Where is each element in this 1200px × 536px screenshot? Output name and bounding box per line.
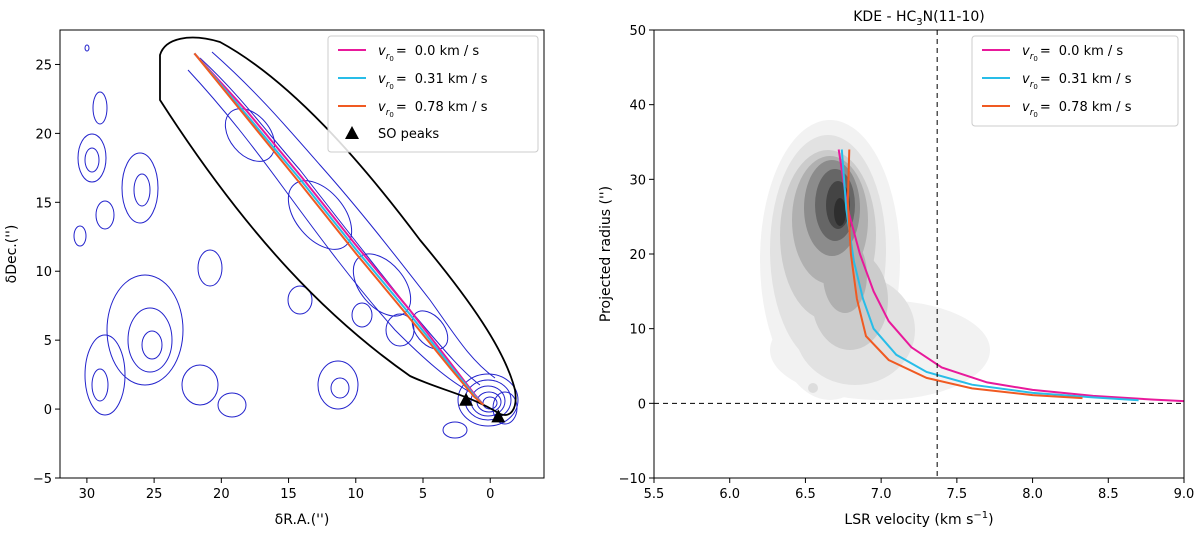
series-line-0 [193,52,485,406]
legend-label-2: vr0 = 0.78 km / s [1022,100,1132,119]
contour [457,373,519,427]
x-tick-label: 20 [213,487,230,502]
legend-box [327,35,539,153]
legend-box [971,35,1179,127]
y-tick-label: 10 [629,323,646,338]
y-tick-label: 50 [629,24,646,39]
so-peak-marker [491,409,506,423]
contour [224,108,276,162]
contour [442,421,468,439]
left-xlabel: δR.A.('') [275,512,330,528]
contour [141,330,163,360]
legend-label-1: vr0 = 0.31 km / s [378,72,488,91]
so-peak-marker [459,392,474,406]
left-legend: vr0 = 0.0 km / s vr0 = 0.31 km / s vr0 = 0.78 … [327,35,539,153]
contour [181,364,219,406]
contour [91,368,109,402]
x-tick-label: 7.0 [871,487,892,502]
x-tick-label: 30 [79,487,96,502]
contour [106,274,184,386]
x-tick-label: 0 [486,487,494,502]
contour [470,385,506,417]
y-tick-label: 30 [629,173,646,188]
left-panel: 30 25 20 15 10 5 0 −5 0 5 10 15 20 25 δR.A.('') δDec.… [4,29,545,528]
y-tick-label: −5 [33,472,52,487]
legend-label-3: SO peaks [378,127,439,142]
contour [95,200,115,230]
contour [187,69,471,393]
right-series-group [837,149,1185,403]
legend-triangle-icon [345,126,359,139]
left-ylabel: δDec.('') [4,225,20,284]
series-line-2 [846,149,1083,400]
legend-label-2: vr0 = 0.78 km / s [378,100,488,119]
right-ylabel: Projected radius ('') [598,186,614,322]
contour [217,392,247,418]
contour [287,180,353,250]
x-tick-label: 8.5 [1098,487,1119,502]
contour [73,225,87,247]
contour [84,147,100,173]
legend-label-1: vr0 = 0.31 km / s [1022,72,1132,91]
contour [84,44,90,52]
left-ticks: 30 25 20 15 10 5 0 −5 0 5 10 15 20 25 [33,58,495,502]
right-legend: vr0 = 0.0 km / s vr0 = 0.31 km / s vr0 = 0.78 … [971,35,1179,127]
y-tick-label: 25 [35,58,52,73]
y-tick-label: 0 [638,397,646,412]
left-axes-frame [59,29,545,479]
x-tick-label: 25 [146,487,163,502]
contour [351,302,373,328]
right-xlabel: LSR velocity (km s−1) [844,510,993,528]
kde-level [834,198,846,226]
contour [127,307,173,373]
contour [287,285,313,315]
contour [199,57,481,386]
contour [77,133,107,183]
x-tick-label: 5.5 [644,487,665,502]
contour [317,360,359,410]
kde-level [808,383,818,393]
x-tick-label: 5 [419,487,427,502]
contour [92,91,108,125]
contour [411,310,449,350]
series-line-2 [193,52,485,406]
series-line-1 [840,149,1139,402]
x-tick-label: 10 [348,487,365,502]
y-tick-label: 5 [44,334,52,349]
legend-label-0: vr0 = 0.0 km / s [378,44,479,63]
right-title: KDE - HC3N(11-10) [853,9,985,28]
contour [211,51,496,379]
kde-density [760,120,990,400]
contour [197,249,223,287]
contour [84,334,126,416]
x-tick-label: 7.5 [947,487,968,502]
y-tick-label: −10 [619,472,646,487]
y-tick-label: 20 [35,127,52,142]
region-outline [159,36,517,416]
y-tick-label: 40 [629,99,646,114]
x-tick-label: 8.0 [1022,487,1043,502]
contour [330,377,350,399]
left-series-group [193,52,485,406]
x-tick-label: 9.0 [1174,487,1195,502]
right-ticks: 5.5 6.0 6.5 7.0 7.5 8.0 8.5 9.0 −10 0 10 20 30 40 50 [619,24,1195,502]
right-panel: 5.5 6.0 6.5 7.0 7.5 8.0 8.5 9.0 −10 0 10 20 30 40 50 K… [598,9,1194,528]
series-line-1 [193,52,485,406]
y-tick-label: 20 [629,248,646,263]
y-tick-label: 15 [35,196,52,211]
y-tick-label: 10 [35,265,52,280]
x-tick-label: 6.0 [719,487,740,502]
contour [492,391,518,425]
series-line-0 [837,149,1185,403]
x-tick-label: 15 [280,487,297,502]
reference-lines [654,30,1184,478]
contour [121,152,159,224]
contour [133,173,151,207]
legend-label-0: vr0 = 0.0 km / s [1022,44,1123,63]
y-tick-label: 0 [44,403,52,418]
so-peaks-markers [459,392,506,423]
x-tick-label: 6.5 [795,487,816,502]
